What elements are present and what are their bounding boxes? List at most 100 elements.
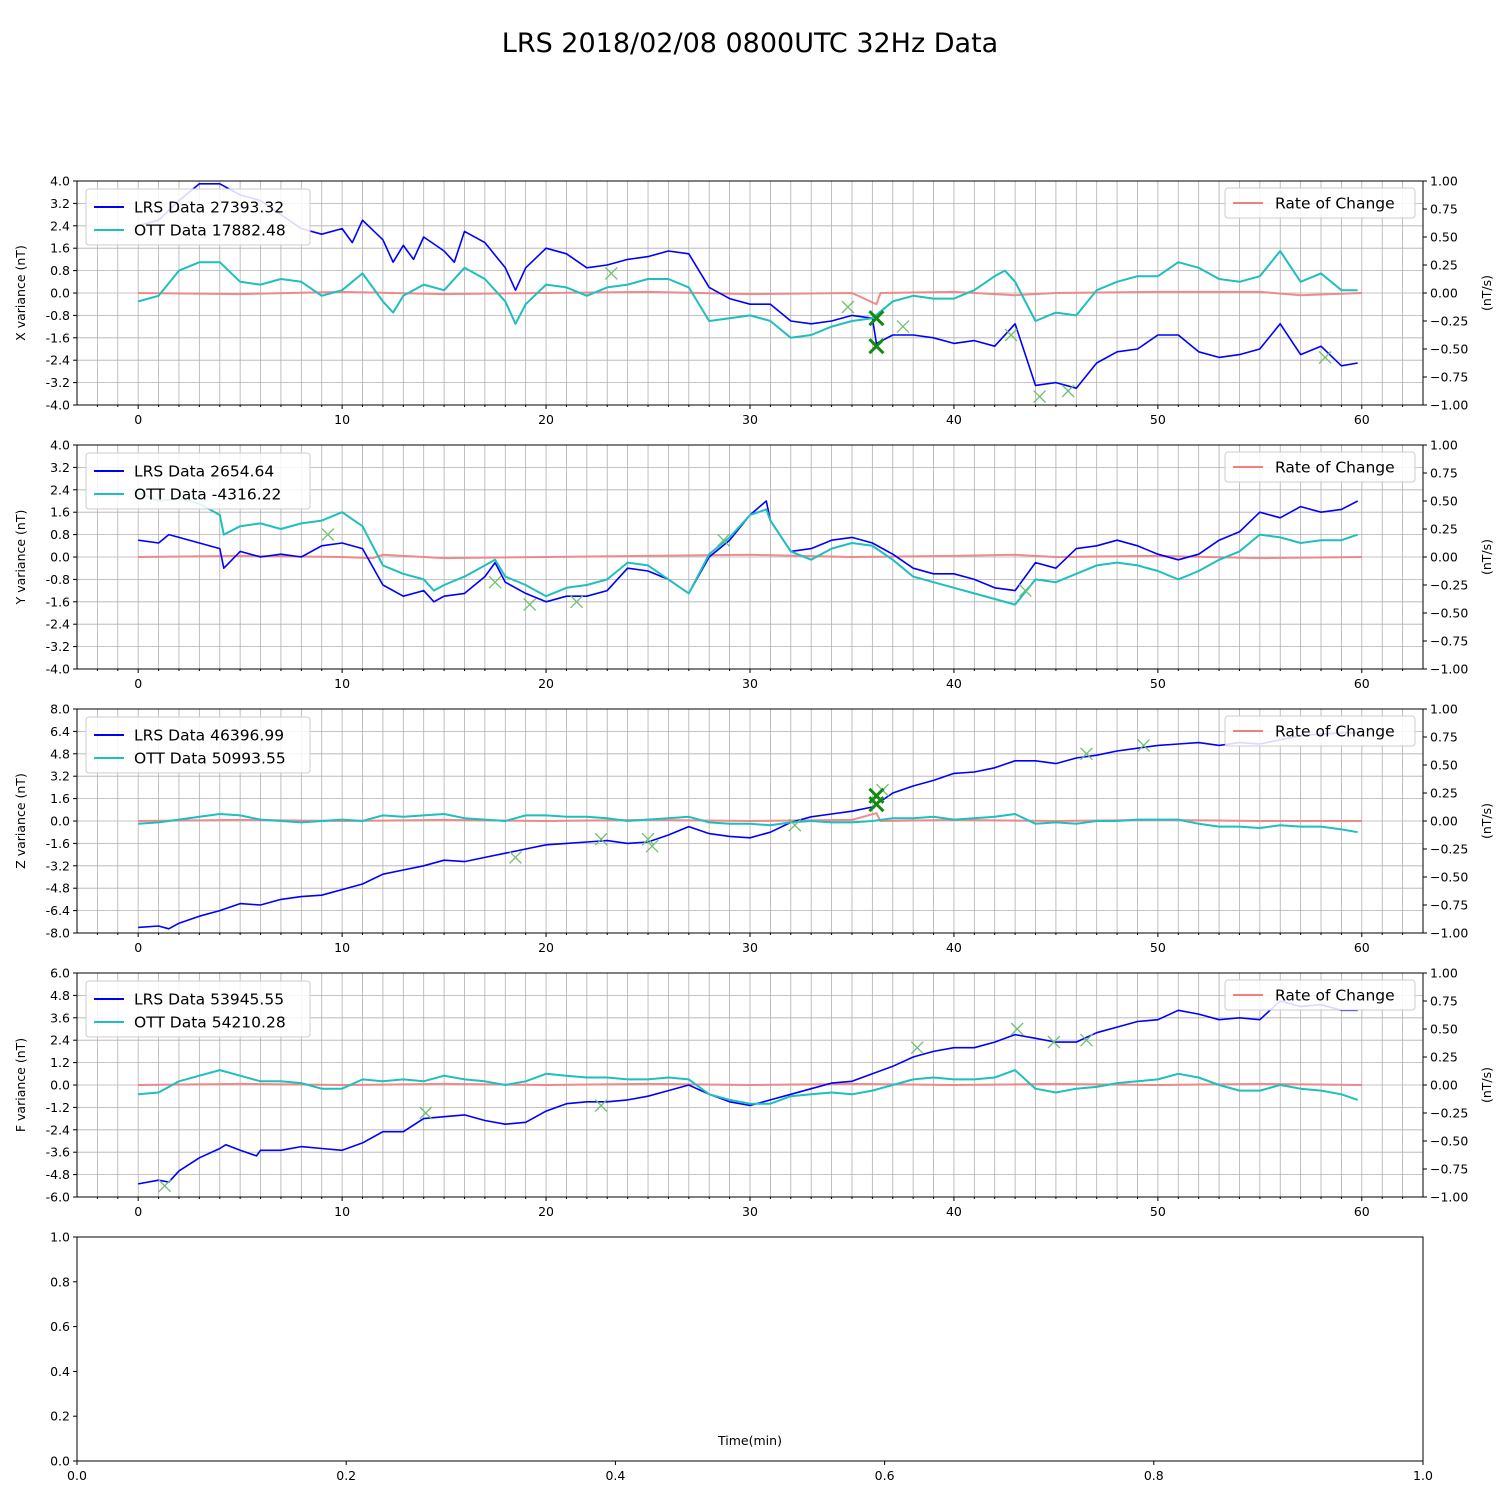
- y2-tick-label: −0.25: [1430, 842, 1468, 857]
- x-marker: [641, 832, 655, 846]
- series-ott-line: [138, 1069, 1359, 1105]
- grid: [77, 445, 1423, 669]
- legend-box: [1224, 979, 1416, 1011]
- y2-tick-label: 0.75: [1430, 466, 1458, 481]
- y2-tick-label: −0.50: [1430, 1134, 1468, 1149]
- y-tick-label: -3.2: [46, 639, 70, 654]
- y-tick-label: 2.4: [50, 482, 70, 497]
- x-tick-label: 30: [742, 940, 758, 955]
- x-marker: [1061, 384, 1075, 398]
- y2-tick-label: 1.00: [1430, 438, 1458, 453]
- series-lrs-line: [138, 500, 1359, 603]
- x-marker: [910, 1041, 924, 1055]
- x-marker: [1047, 1035, 1061, 1049]
- x-tick-label: 0.8: [1144, 1468, 1164, 1483]
- x-marker: [1033, 390, 1047, 404]
- y2-tick-label: 1.00: [1430, 702, 1458, 717]
- y-tick-label: -6.4: [46, 903, 70, 918]
- y-tick-label: 4.0: [50, 174, 70, 189]
- x-marker: [594, 1099, 608, 1112]
- y2-tick-label: 0.50: [1430, 230, 1458, 245]
- x-marker: [1004, 328, 1018, 342]
- y2-tick-label: −0.75: [1430, 634, 1468, 649]
- y2-tick-label: −0.75: [1430, 1162, 1468, 1177]
- legend-entry: Rate of Change: [1275, 723, 1395, 741]
- x-tick-label: 50: [1150, 676, 1166, 691]
- legend: LRS Data 2654.64 OTT Data -4316.22: [85, 452, 311, 510]
- y-tick-label: 4.8: [50, 988, 70, 1003]
- y2-tick-label: 0.50: [1430, 1022, 1458, 1037]
- series-rate-of-change-line: [138, 290, 1362, 306]
- x-marker: [1080, 1033, 1093, 1047]
- y2-tick-label: 0.50: [1430, 758, 1458, 773]
- x-marker: [788, 818, 802, 832]
- series-rate-of-change-line: [138, 553, 1362, 560]
- y-axis-label: Y variance (nT): [13, 510, 28, 606]
- y-tick-label: 3.2: [50, 196, 70, 211]
- y-tick-label: -3.6: [46, 1145, 70, 1160]
- x-tick-label: 0: [134, 412, 142, 427]
- figure-title: LRS 2018/02/08 0800UTC 32Hz Data: [502, 28, 998, 59]
- x-marker: [717, 533, 730, 547]
- x-marker: [1137, 738, 1151, 752]
- x-tick-label: 30: [742, 412, 758, 427]
- y2-tick-label: −0.75: [1430, 898, 1468, 913]
- y-tick-label: -6.0: [46, 1190, 70, 1205]
- y2-tick-label: −1.00: [1430, 662, 1468, 677]
- x-tick-label: 0: [134, 676, 142, 691]
- x-tick-label: 60: [1354, 676, 1370, 691]
- x-tick-label: 60: [1354, 412, 1370, 427]
- legend-entry: LRS Data 53945.55: [134, 991, 284, 1009]
- legend-entry: OTT Data 17882.48: [134, 222, 286, 240]
- legend: LRS Data 53945.55 OTT Data 54210.28: [85, 980, 311, 1038]
- legend-entry: Rate of Change: [1275, 459, 1395, 477]
- y2-tick-label: 0.25: [1430, 1050, 1458, 1065]
- y-tick-label: -2.4: [46, 617, 70, 632]
- x-tick-label: 10: [334, 676, 350, 691]
- legend-rate: Rate of Change: [1224, 187, 1416, 219]
- axes-frame: [76, 1236, 1424, 1462]
- x-marker: [1080, 747, 1093, 761]
- x-marker-bold: [868, 310, 885, 327]
- y-tick-label: -2.4: [46, 353, 70, 368]
- y2-tick-label: 0.25: [1430, 522, 1458, 537]
- legend-entry: OTT Data 54210.28: [134, 1014, 286, 1032]
- y2-tick-label: −0.50: [1430, 342, 1468, 357]
- series-lrs-line: [138, 731, 1358, 930]
- y2-tick-label: −0.25: [1430, 578, 1468, 593]
- plot-area: [137, 183, 1362, 404]
- x-marker: [645, 839, 659, 853]
- series-ott-line: [137, 250, 1358, 339]
- y2-tick-label: 0.00: [1430, 550, 1458, 565]
- legend-rate: Rate of Change: [1224, 715, 1416, 747]
- x-tick-label: 40: [946, 676, 962, 691]
- panel-y: 0 10 20 30 40 50 60 -4.0 -3.2 -2.4 -1.6 -0.8 0.0 0.8 1…: [13, 438, 1494, 692]
- y2-tick-label: 0.75: [1430, 202, 1458, 217]
- x-tick-label: 10: [334, 940, 350, 955]
- y-tick-label: 6.4: [50, 724, 70, 739]
- x-tick-label: 40: [946, 412, 962, 427]
- y-tick-label: 0.0: [50, 1454, 70, 1469]
- x-tick-label: 40: [946, 940, 962, 955]
- y-tick-label: 1.0: [50, 1230, 70, 1245]
- y-tick-label: 0.0: [50, 550, 70, 565]
- y-tick-label: -1.6: [46, 836, 70, 851]
- y-tick-label: -1.2: [46, 1100, 70, 1115]
- x-tick-label: 0.0: [67, 1468, 87, 1483]
- y-tick-label: 6.0: [50, 966, 70, 981]
- y-axis-label: F variance (nT): [13, 1038, 28, 1132]
- legend-entry: Rate of Change: [1275, 987, 1395, 1005]
- y2-tick-label: −1.00: [1430, 926, 1468, 941]
- series-ott-line: [138, 813, 1358, 834]
- x-tick-label: 0: [134, 1204, 142, 1219]
- y2-tick-label: 1.00: [1430, 966, 1458, 981]
- legend-entry: Rate of Change: [1275, 195, 1395, 213]
- x-tick-label: 20: [538, 940, 554, 955]
- y2-tick-label: 0.00: [1430, 1078, 1458, 1093]
- x-marker: [604, 266, 618, 280]
- y-tick-label: -3.2: [46, 375, 70, 390]
- x-marker: [896, 320, 910, 334]
- y-tick-label: -2.4: [46, 1122, 70, 1137]
- y-tick-label: 0.0: [50, 1078, 70, 1093]
- legend-entry: OTT Data 50993.55: [134, 750, 286, 768]
